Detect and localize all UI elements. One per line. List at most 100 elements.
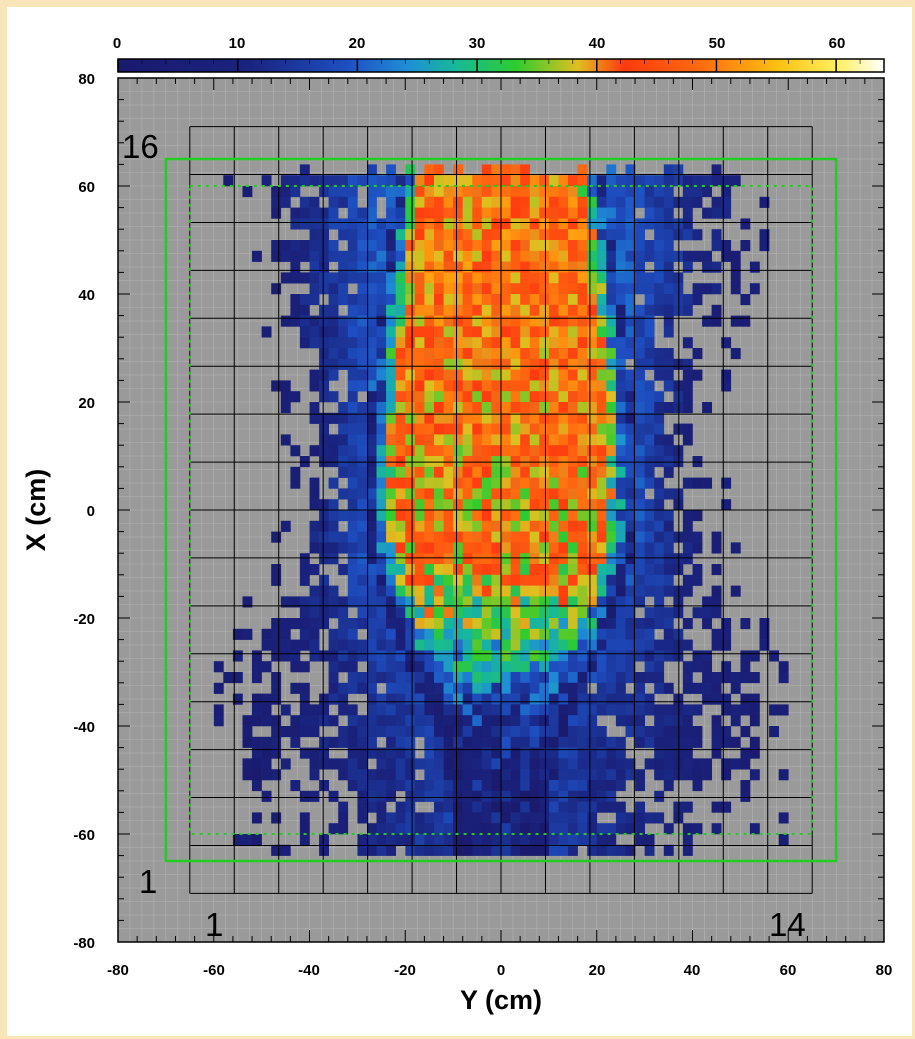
heatmap-cell	[606, 769, 617, 781]
heatmap-cell	[347, 369, 358, 381]
heatmap-cell	[587, 520, 598, 532]
heatmap-cell	[328, 661, 339, 673]
heatmap-cell	[625, 672, 636, 684]
heatmap-cell	[682, 704, 693, 716]
heatmap-cell	[615, 358, 626, 370]
heatmap-cell	[548, 337, 559, 349]
heatmap-cell	[328, 682, 339, 694]
heatmap-cell	[395, 229, 406, 241]
heatmap-cell	[635, 315, 645, 327]
heatmap-cell	[596, 520, 607, 532]
heatmap-cell	[261, 769, 272, 781]
heatmap-cell	[252, 650, 262, 662]
heatmap-cell	[472, 747, 483, 759]
heatmap-cell	[568, 650, 578, 662]
heatmap-cell	[682, 261, 693, 273]
heatmap-cell	[529, 682, 540, 694]
heatmap-cell	[520, 564, 531, 576]
heatmap-cell	[405, 736, 416, 748]
heatmap-cell	[520, 412, 531, 424]
heatmap-cell	[501, 164, 511, 176]
heatmap-cell	[453, 510, 463, 522]
heatmap-cell	[443, 596, 454, 608]
heatmap-cell	[682, 423, 693, 435]
heatmap-cell	[328, 175, 339, 187]
heatmap-cell	[491, 553, 502, 565]
heatmap-cell	[606, 488, 617, 500]
heatmap-cell	[405, 650, 416, 662]
heatmap-cell	[472, 434, 483, 446]
heatmap-cell	[472, 240, 483, 252]
heatmap-cell	[596, 585, 607, 597]
heatmap-cell	[376, 672, 387, 684]
heatmap-cell	[682, 639, 693, 651]
heatmap-cell	[252, 736, 262, 748]
heatmap-cell	[338, 682, 349, 694]
heatmap-cell	[376, 445, 387, 457]
heatmap-cell	[367, 585, 377, 597]
heatmap-cell	[548, 790, 559, 802]
heatmap-cell	[443, 672, 454, 684]
heatmap-cell	[654, 272, 665, 284]
heatmap-cell	[596, 380, 607, 392]
heatmap-cell	[625, 574, 636, 586]
heatmap-cell	[376, 823, 387, 835]
heatmap-cell	[491, 726, 502, 738]
heatmap-cell	[529, 726, 540, 738]
heatmap-cell	[730, 585, 741, 597]
heatmap-cell	[510, 402, 521, 414]
heatmap-cell	[462, 304, 473, 316]
heatmap-cell	[434, 628, 444, 640]
heatmap-cell	[443, 304, 454, 316]
heatmap-cell	[395, 250, 406, 262]
heatmap-cell	[568, 812, 578, 824]
heatmap-cell	[309, 585, 320, 597]
heatmap-cell	[472, 607, 483, 619]
heatmap-cell	[606, 164, 617, 176]
heatmap-cell	[615, 553, 626, 565]
heatmap-cell	[472, 315, 483, 327]
heatmap-cell	[539, 315, 550, 327]
heatmap-cell	[367, 499, 377, 511]
heatmap-cell	[596, 747, 607, 759]
x-tick-label-m80: -80	[107, 962, 129, 979]
heatmap-cell	[376, 283, 387, 295]
heatmap-cell	[587, 369, 598, 381]
heatmap-cell	[587, 823, 598, 835]
heatmap-cell	[357, 531, 368, 543]
heatmap-cell	[271, 531, 282, 543]
heatmap-cell	[328, 672, 339, 684]
heatmap-cell	[529, 618, 540, 630]
heatmap-cell	[615, 326, 626, 338]
heatmap-cell	[414, 499, 425, 511]
heatmap-cell	[539, 564, 550, 576]
heatmap-cell	[395, 456, 406, 468]
heatmap-cell	[711, 207, 722, 219]
heatmap-cell	[702, 315, 712, 327]
heatmap-cell	[386, 790, 396, 802]
heatmap-cell	[443, 553, 454, 565]
heatmap-cell	[434, 456, 444, 468]
heatmap-cell	[635, 337, 645, 349]
heatmap-cell	[405, 186, 416, 198]
heatmap-cell	[472, 499, 483, 511]
heatmap-cell	[510, 564, 521, 576]
heatmap-cell	[606, 650, 617, 662]
heatmap-cell	[635, 823, 645, 835]
heatmap-cell	[615, 520, 626, 532]
heatmap-cell	[625, 423, 636, 435]
heatmap-cell	[376, 628, 387, 640]
heatmap-cell	[338, 348, 349, 360]
heatmap-cell	[539, 391, 550, 403]
heatmap-cell	[606, 823, 617, 835]
heatmap-cell	[510, 736, 521, 748]
heatmap-cell	[587, 229, 598, 241]
heatmap-cell	[749, 704, 760, 716]
heatmap-cell	[510, 218, 521, 230]
heatmap-cell	[577, 510, 588, 522]
heatmap-cell	[376, 801, 387, 813]
heatmap-cell	[539, 769, 550, 781]
heatmap-cell	[711, 801, 722, 813]
heatmap-cell	[654, 412, 665, 424]
heatmap-cell	[510, 812, 521, 824]
